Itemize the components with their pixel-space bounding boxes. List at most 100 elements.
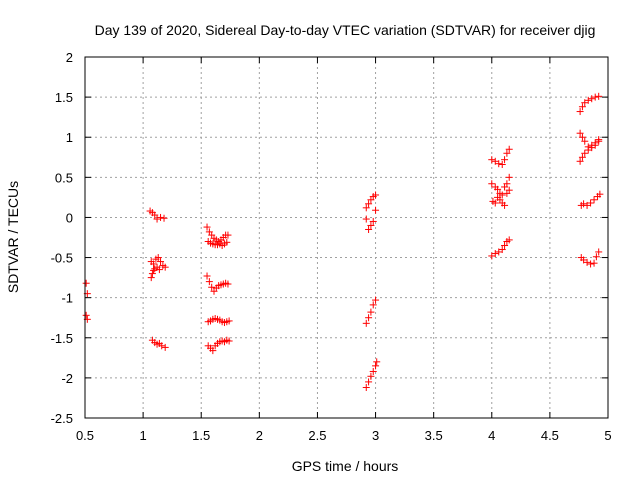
data-point xyxy=(501,201,509,209)
data-point xyxy=(584,96,592,104)
data-point xyxy=(203,223,211,231)
y-tick-labels: -2.5 -2 -1.5 -1 -0.5 0 0.5 1 1.5 2 xyxy=(51,50,73,426)
data-point xyxy=(157,258,165,266)
y-tick-label: -2 xyxy=(61,371,73,386)
x-tick-label: 4.5 xyxy=(541,428,559,443)
y-tick-label: 0.5 xyxy=(55,170,73,185)
data-point xyxy=(158,342,166,350)
data-point xyxy=(581,149,589,157)
data-point xyxy=(367,221,375,229)
data-point xyxy=(154,254,162,262)
axis-ticks xyxy=(84,56,609,419)
data-point xyxy=(225,337,233,345)
data-point xyxy=(583,258,591,266)
y-tick-label: 2 xyxy=(66,50,73,65)
y-tick-label: -2.5 xyxy=(51,411,73,426)
x-tick-label: 1 xyxy=(139,428,146,443)
chart-title: Day 139 of 2020, Sidereal Day-to-day VTE… xyxy=(95,22,596,38)
data-point xyxy=(369,301,377,309)
x-tick-label: 4 xyxy=(488,428,495,443)
data-point xyxy=(150,266,158,274)
data-point xyxy=(505,186,513,194)
data-point xyxy=(372,191,380,199)
y-tick-label: -0.5 xyxy=(51,251,73,266)
y-tick-label: 0 xyxy=(66,210,73,225)
x-tick-label: 2 xyxy=(256,428,263,443)
data-point xyxy=(578,103,586,111)
data-point xyxy=(587,260,595,268)
data-point xyxy=(494,185,502,193)
data-point xyxy=(576,129,584,137)
x-tick-label: 0.5 xyxy=(76,428,94,443)
data-point xyxy=(155,266,163,274)
data-point xyxy=(372,362,380,370)
data-point xyxy=(367,308,375,316)
data-point xyxy=(501,242,509,250)
data-point xyxy=(209,347,217,355)
data-point xyxy=(592,253,600,261)
data-point xyxy=(491,199,499,207)
data-point xyxy=(596,190,604,198)
data-point xyxy=(365,200,373,208)
data-point xyxy=(224,231,232,239)
data-point xyxy=(153,215,161,223)
data-point xyxy=(580,200,588,208)
data-point xyxy=(578,153,586,161)
data-point xyxy=(365,225,373,233)
data-point xyxy=(591,141,599,149)
grid-lines xyxy=(85,57,608,418)
data-point xyxy=(595,248,603,256)
x-tick-label: 3.5 xyxy=(425,428,443,443)
x-tick-label: 3 xyxy=(372,428,379,443)
data-point xyxy=(373,358,381,366)
data-point xyxy=(150,260,158,268)
data-point xyxy=(576,157,584,165)
data-point xyxy=(498,160,506,168)
data-point xyxy=(590,259,598,267)
data-point xyxy=(498,191,506,199)
data-point xyxy=(151,211,159,219)
data-point xyxy=(82,279,90,287)
y-tick-label: -1.5 xyxy=(51,331,73,346)
data-point xyxy=(581,137,589,145)
data-point xyxy=(147,274,155,282)
x-axis-label: GPS time / hours xyxy=(292,458,399,474)
data-point xyxy=(160,214,168,222)
data-point xyxy=(591,93,599,101)
data-point xyxy=(488,156,496,164)
data-point xyxy=(224,280,232,288)
data-point xyxy=(576,108,584,116)
data-point xyxy=(578,133,586,141)
data-point xyxy=(205,278,213,286)
data-point xyxy=(595,137,603,145)
x-tick-label: 2.5 xyxy=(308,428,326,443)
data-point xyxy=(157,213,165,221)
y-tick-label: 1.5 xyxy=(55,90,73,105)
y-tick-label: 1 xyxy=(66,130,73,145)
data-point xyxy=(367,372,375,380)
data-point xyxy=(495,160,503,168)
data-point xyxy=(503,149,511,157)
data-point xyxy=(505,173,513,181)
data-point xyxy=(365,378,373,386)
data-point xyxy=(372,296,380,304)
data-point xyxy=(503,180,511,188)
data-point xyxy=(587,199,595,207)
data-point xyxy=(223,238,231,246)
data-point xyxy=(362,384,370,392)
data-point xyxy=(362,215,370,223)
data-point xyxy=(501,156,509,164)
data-point xyxy=(369,217,377,225)
data-point xyxy=(488,180,496,188)
data-point xyxy=(203,272,211,280)
x-tick-label: 5 xyxy=(604,428,611,443)
x-tick-labels: 0.5 1 1.5 2 2.5 3 3.5 4 4.5 5 xyxy=(76,428,612,443)
data-point xyxy=(365,314,373,322)
data-point xyxy=(82,311,90,319)
data-point xyxy=(225,317,233,325)
data-point xyxy=(161,263,169,271)
data-point xyxy=(362,204,370,212)
data-point xyxy=(372,206,380,214)
y-axis-label: SDTVAR / TECUs xyxy=(5,181,21,293)
data-point xyxy=(595,92,603,100)
